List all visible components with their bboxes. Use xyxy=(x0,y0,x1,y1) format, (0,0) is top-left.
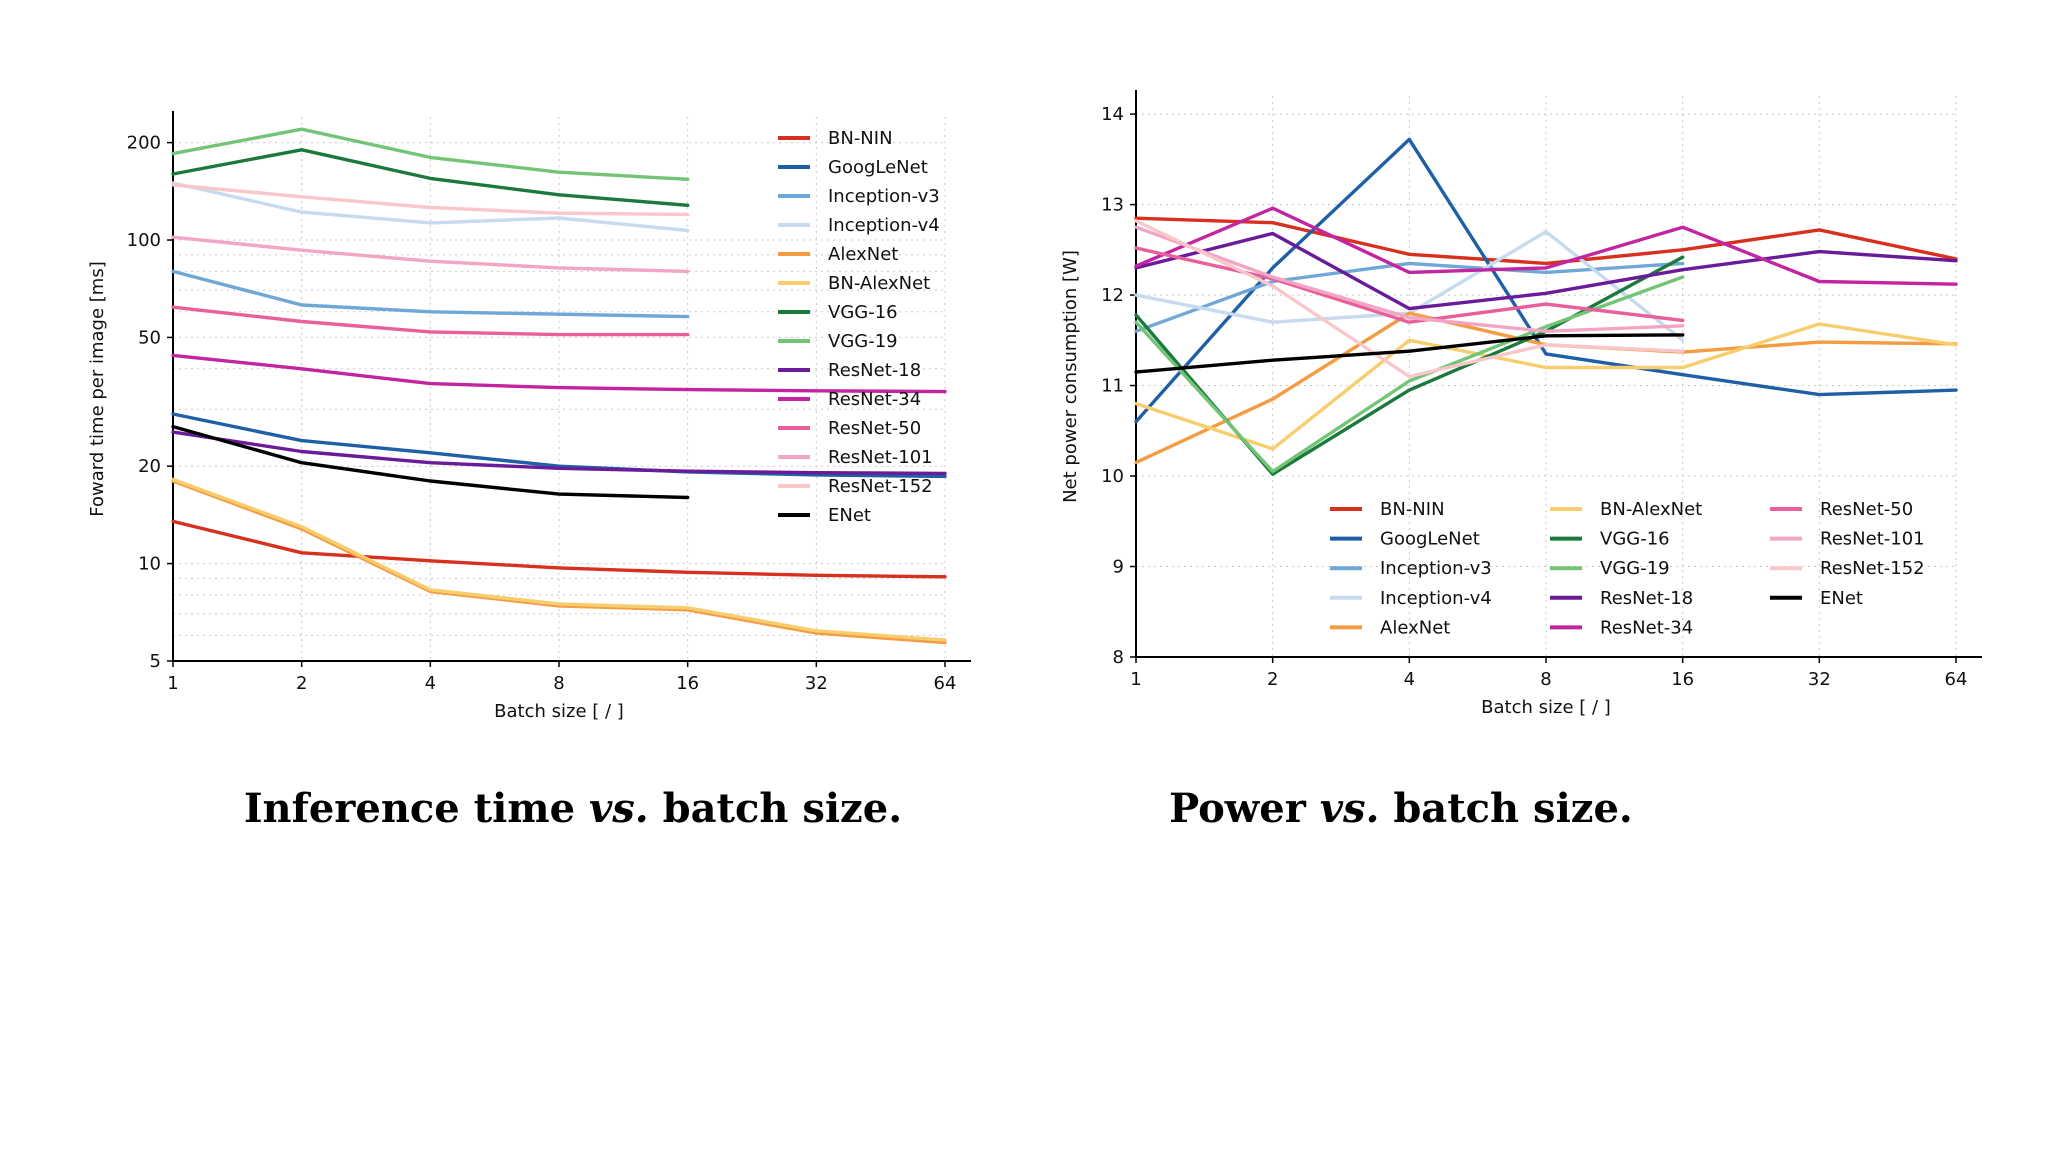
x-tick-label: 16 xyxy=(676,673,699,694)
y-tick-label: 10 xyxy=(1101,466,1124,487)
legend-label-inception-v4: Inception-v4 xyxy=(1380,588,1492,609)
y-tick-label: 20 xyxy=(138,456,161,477)
series-line-resnet-18 xyxy=(171,430,947,476)
x-tick-label: 32 xyxy=(805,673,828,694)
legend-label-googlenet: GoogLeNet xyxy=(1380,529,1480,550)
series-line-resnet-34 xyxy=(171,353,947,394)
series-line-vgg-16 xyxy=(171,148,690,208)
legend-label-alexnet: AlexNet xyxy=(1380,617,1450,638)
series-line-inception-v4 xyxy=(171,181,690,233)
legend-label-resnet-34: ResNet-34 xyxy=(1600,617,1693,638)
legend-label-resnet-50: ResNet-50 xyxy=(1820,499,1913,520)
x-tick-label: 16 xyxy=(1671,669,1694,690)
series-line-resnet-152 xyxy=(171,183,690,217)
series-line-bn-alexnet xyxy=(1134,322,1958,451)
legend-label-enet: ENet xyxy=(1820,588,1863,609)
series-line-vgg-19 xyxy=(171,127,690,182)
x-tick-label: 8 xyxy=(553,673,564,694)
y-tick-label: 50 xyxy=(138,327,161,348)
series-line-googlenet xyxy=(171,412,947,479)
x-axis-label: Batch size [ / ] xyxy=(1481,697,1611,718)
y-tick-label: 8 xyxy=(1113,647,1124,668)
series-line-resnet-101 xyxy=(171,235,690,274)
y-tick-label: 9 xyxy=(1113,557,1124,578)
series-line-enet xyxy=(171,424,690,500)
series-line-enet xyxy=(1134,333,1685,374)
y-axis-label: Foward time per image [ms] xyxy=(87,261,108,516)
legend-label-vgg-16: VGG-16 xyxy=(828,302,898,323)
legend-label-resnet-18: ResNet-18 xyxy=(828,360,921,381)
y-tick-label: 200 xyxy=(127,133,161,154)
legend-label-vgg-16: VGG-16 xyxy=(1600,529,1670,550)
legend-label-inception-v3: Inception-v3 xyxy=(1380,558,1492,579)
series-line-resnet-50 xyxy=(171,305,690,337)
y-tick-label: 13 xyxy=(1101,195,1124,216)
x-tick-label: 1 xyxy=(1130,669,1141,690)
x-tick-label: 4 xyxy=(425,673,436,694)
series-line-alexnet xyxy=(171,479,947,645)
caption-inference-time: Inference time vs. batch size. xyxy=(244,785,902,832)
legend-label-resnet-152: ResNet-152 xyxy=(828,476,933,497)
legend-label-resnet-101: ResNet-101 xyxy=(1820,529,1925,550)
series-line-bn-nin xyxy=(1134,216,1958,266)
legend: BN-NIN GoogLeNet Inception-v3 Inception-v4 A… xyxy=(778,128,940,526)
legend-label-inception-v3: Inception-v3 xyxy=(828,186,940,207)
series-line-resnet-18 xyxy=(1134,231,1958,311)
legend-label-bn-alexnet: BN-AlexNet xyxy=(1600,499,1702,520)
x-tick-label: 64 xyxy=(934,673,957,694)
caption-power: Power vs. batch size. xyxy=(1169,785,1633,832)
legend-label-resnet-18: ResNet-18 xyxy=(1600,588,1693,609)
x-tick-label: 64 xyxy=(1945,669,1968,690)
x-axis-label: Batch size [ / ] xyxy=(494,701,624,722)
series-line-googlenet xyxy=(1134,137,1958,424)
legend-label-enet: ENet xyxy=(828,505,871,526)
x-tick-label: 8 xyxy=(1540,669,1551,690)
legend: BN-NIN GoogLeNet Inception-v3 Inception-v4 A… xyxy=(1330,499,1925,638)
legend-label-googlenet: GoogLeNet xyxy=(828,157,928,178)
caption-left-part1: Inference time xyxy=(244,785,589,832)
caption-right-part2: batch size. xyxy=(1379,785,1632,832)
y-tick-label: 10 xyxy=(138,554,161,575)
x-tick-label: 4 xyxy=(1404,669,1415,690)
legend-label-resnet-50: ResNet-50 xyxy=(828,418,921,439)
x-tick-label: 2 xyxy=(1267,669,1278,690)
series-line-resnet-152 xyxy=(1134,219,1685,379)
legend-label-resnet-34: ResNet-34 xyxy=(828,389,921,410)
x-tick-label: 32 xyxy=(1808,669,1831,690)
legend-label-inception-v4: Inception-v4 xyxy=(828,215,940,236)
legend-label-resnet-152: ResNet-152 xyxy=(1820,558,1925,579)
series-line-bn-nin xyxy=(171,519,947,579)
x-tick-label: 1 xyxy=(167,673,178,694)
legend-label-alexnet: AlexNet xyxy=(828,244,898,265)
legend-label-vgg-19: VGG-19 xyxy=(828,331,898,352)
series-line-resnet-101 xyxy=(1134,225,1685,333)
series-line-resnet-34 xyxy=(1134,206,1958,286)
legend-label-bn-nin: BN-NIN xyxy=(1380,499,1445,520)
legend-label-bn-alexnet: BN-AlexNet xyxy=(828,273,930,294)
caption-right-part1: Power xyxy=(1169,785,1320,832)
caption-left-part2: batch size. xyxy=(649,785,902,832)
series-line-resnet-50 xyxy=(1134,246,1685,324)
caption-left-vs: vs. xyxy=(589,785,649,832)
series-line-bn-alexnet xyxy=(171,477,947,642)
legend-label-vgg-19: VGG-19 xyxy=(1600,558,1670,579)
y-tick-label: 5 xyxy=(150,651,161,672)
y-tick-label: 14 xyxy=(1101,104,1124,125)
y-tick-label: 11 xyxy=(1101,376,1124,397)
y-tick-label: 100 xyxy=(127,230,161,251)
inference-time-chart: 5 10 20 50 100 200 1 2 4 8 16 32 64 Batch size [ / ] F… xyxy=(87,111,971,722)
caption-right-vs: vs. xyxy=(1320,785,1380,832)
legend-label-resnet-101: ResNet-101 xyxy=(828,447,933,468)
x-tick-label: 2 xyxy=(296,673,307,694)
y-axis-label: Net power consumption [W] xyxy=(1060,250,1081,503)
legend-label-bn-nin: BN-NIN xyxy=(828,128,893,149)
series-line-inception-v3 xyxy=(171,269,690,319)
y-tick-label: 12 xyxy=(1101,285,1124,306)
